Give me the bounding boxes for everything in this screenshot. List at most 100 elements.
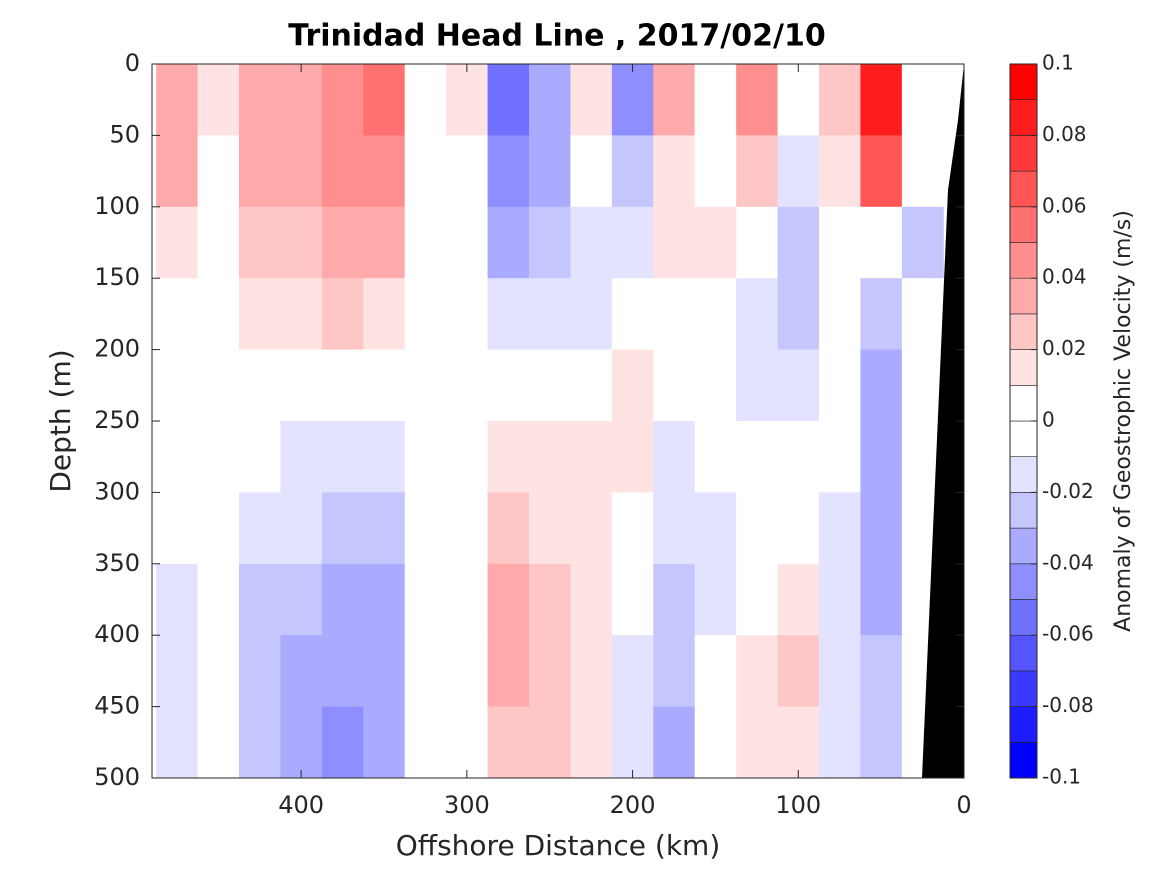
contour-cell [777, 635, 820, 708]
contour-cell [197, 135, 240, 208]
contour-cell [860, 635, 903, 708]
contour-cell [736, 563, 779, 636]
plot-frame [151, 63, 965, 779]
contour-cell [653, 492, 696, 565]
contour-cell [156, 706, 199, 778]
contour-cell [197, 349, 240, 422]
contour-cell [363, 706, 406, 778]
contour-cell [239, 64, 281, 136]
contour-cell [446, 706, 489, 778]
contour-cell [777, 492, 820, 565]
contour-cell [156, 492, 199, 565]
contour-cell [611, 278, 654, 351]
contour-cell [611, 492, 654, 565]
colorbar-tick-label: 0.06 [1042, 193, 1087, 217]
contour-cell [487, 706, 530, 778]
contour-cell [777, 706, 820, 778]
colorbar-band [1009, 206, 1038, 243]
contour-cell [529, 349, 571, 422]
colorbar-tick-label: 0.02 [1042, 336, 1087, 360]
contour-cell [570, 278, 613, 351]
x-tick-label: 200 [610, 791, 656, 819]
contour-cell [321, 349, 364, 422]
y-tick-label: 150 [94, 263, 140, 291]
contour-cell [653, 206, 696, 279]
contour-cell [446, 206, 489, 279]
colorbar-band [1009, 277, 1038, 315]
contour-cell [819, 135, 861, 208]
contour-cell [529, 492, 571, 565]
axes: 400 300 200 100 0 0 50 100 150 200 250 300 350 400 450… [94, 49, 971, 819]
contour-cell [239, 278, 281, 351]
contour-cell [860, 563, 903, 636]
contour-cell [570, 349, 613, 422]
contour-cell [446, 135, 489, 208]
contour-cell [446, 421, 489, 493]
contour-cell [611, 349, 654, 422]
colorbar-band [1009, 741, 1038, 779]
contour-cell [736, 64, 779, 136]
contour-cell [487, 135, 530, 208]
contour-cell [736, 635, 779, 708]
contour-cell [611, 635, 654, 708]
contour-cell [446, 492, 489, 565]
colorbar-band [1009, 135, 1038, 172]
contour-cell [653, 635, 696, 708]
contour-cell [321, 635, 364, 708]
contour-cell [239, 349, 281, 422]
contour-cell [570, 635, 613, 708]
contour-cell [901, 278, 944, 351]
contour-cell [736, 421, 779, 493]
contour-cell [860, 492, 903, 565]
contour-cell [736, 492, 779, 565]
contour-cell [487, 206, 530, 279]
contour-cell [529, 206, 571, 279]
contour-cell [487, 64, 530, 136]
colorbar-band [1009, 634, 1038, 672]
x-tick-label: 400 [278, 791, 324, 819]
contour-cell [404, 706, 447, 778]
colorbar-band [1009, 420, 1038, 458]
contour-cell [404, 349, 447, 422]
contour-cell [280, 421, 323, 493]
contour-cell [694, 635, 737, 708]
x-tick-label: 0 [956, 791, 971, 819]
contour-cell [239, 492, 281, 565]
contour-cell [156, 206, 199, 279]
contour-cell [694, 492, 737, 565]
contour-cell [819, 206, 861, 279]
contour-cell [611, 206, 654, 279]
contour-cell [197, 206, 240, 279]
contour-cell [901, 64, 944, 136]
contour-cell [529, 421, 571, 493]
contour-cell [529, 563, 571, 636]
colorbar-band [1009, 599, 1038, 636]
contour-cell [819, 349, 861, 422]
y-tick-label: 250 [94, 406, 140, 434]
contour-cell [819, 706, 861, 778]
contour-cell [901, 349, 944, 422]
contour-cell [777, 278, 820, 351]
contour-cell [860, 278, 903, 351]
contour-cell [197, 278, 240, 351]
colorbar-band [1009, 527, 1038, 565]
contour-cell [321, 278, 364, 351]
colorbar-band [1009, 313, 1038, 350]
contour-cell [487, 563, 530, 636]
contour-cell [197, 635, 240, 708]
contour-cell [570, 492, 613, 565]
contour-cell [321, 706, 364, 778]
contour-cell [487, 278, 530, 351]
contour-cell [819, 635, 861, 708]
contour-cell [777, 421, 820, 493]
contour-cell [777, 563, 820, 636]
contour-cell [819, 563, 861, 636]
y-tick-label: 350 [94, 549, 140, 577]
contour-cell [280, 563, 323, 636]
contour-cell [487, 635, 530, 708]
contour-cell [404, 635, 447, 708]
contour-cell [239, 421, 281, 493]
contour-cell [404, 206, 447, 279]
contour-cell [363, 135, 406, 208]
contour-cell [404, 135, 447, 208]
